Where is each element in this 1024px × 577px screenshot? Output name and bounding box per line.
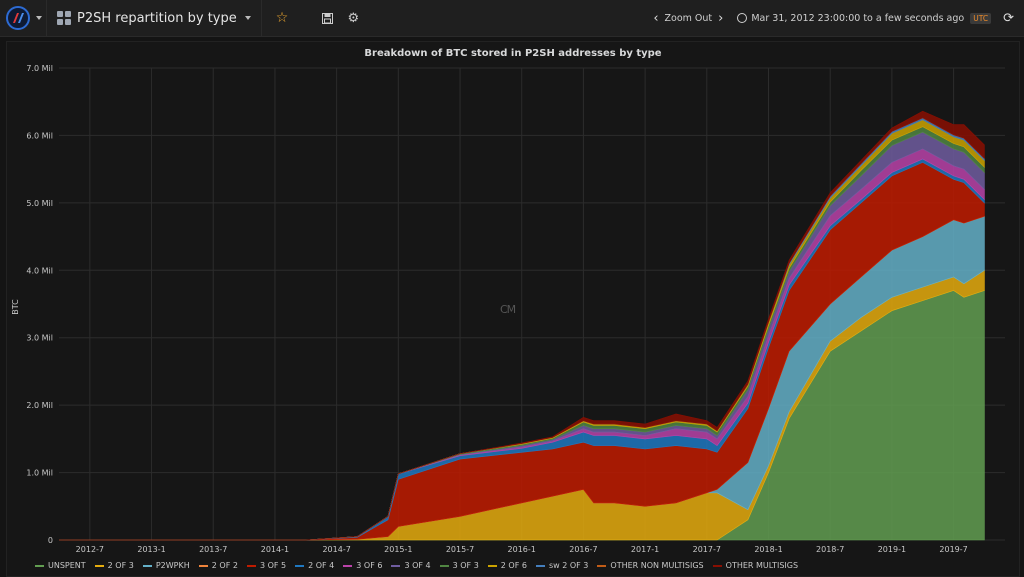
y-tick-label: 1.0 Mil <box>26 469 53 478</box>
legend-swatch <box>391 564 401 567</box>
legend-label: 3 OF 4 <box>404 561 431 570</box>
x-tick-label: 2014-7 <box>322 545 350 554</box>
chart-legend: UNSPENT 2 OF 3 P2WPKH 2 OF 2 3 OF 5 2 OF 4 3 O… <box>35 561 807 570</box>
x-tick-label: 2015-7 <box>446 545 474 554</box>
legend-label: 3 OF 6 <box>356 561 383 570</box>
legend-swatch <box>439 564 449 567</box>
panel-title[interactable]: Breakdown of BTC stored in P2SH addresse… <box>364 48 662 59</box>
y-tick-label: 6.0 Mil <box>26 131 53 140</box>
legend-swatch <box>35 564 44 567</box>
x-tick-label: 2016-7 <box>569 545 597 554</box>
y-tick-label: 7.0 Mil <box>26 64 53 73</box>
zoom-out-button[interactable]: Zoom Out <box>664 12 713 24</box>
y-tick-label: 0 <box>48 536 53 545</box>
dashboard-picker[interactable]: P2SH repartition by type <box>47 0 262 36</box>
y-tick-label: 5.0 Mil <box>26 199 53 208</box>
legend-item-p2wpkh[interactable]: P2WPKH <box>142 561 190 570</box>
legend-item-2-of-3[interactable]: 2 OF 3 <box>94 561 134 570</box>
legend-swatch <box>343 564 353 567</box>
chevron-right-icon[interactable]: › <box>718 10 724 26</box>
watermark: CM <box>500 303 516 316</box>
chart-panel: Breakdown of BTC stored in P2SH addresse… <box>6 41 1020 577</box>
legend-swatch <box>198 564 208 567</box>
legend-swatch <box>597 564 607 567</box>
legend-label: sw 2 OF 3 <box>548 561 589 570</box>
legend-swatch <box>487 564 497 567</box>
legend-item-unspent[interactable]: UNSPENT <box>35 561 86 570</box>
legend-label: OTHER MULTISIGS <box>725 561 799 570</box>
legend-label: P2WPKH <box>155 561 190 570</box>
legend-label: 2 OF 2 <box>211 561 238 570</box>
legend-label: 2 OF 6 <box>500 561 527 570</box>
app-menu-button[interactable] <box>0 0 47 36</box>
x-tick-label: 2013-7 <box>199 545 227 554</box>
chart-areas <box>59 110 985 541</box>
time-range-picker[interactable]: Mar 31, 2012 23:00:00 to a few seconds a… <box>737 12 992 24</box>
legend-item-3-of-6[interactable]: 3 OF 6 <box>343 561 382 570</box>
x-tick-label: 2016-1 <box>508 545 536 554</box>
x-tick-label: 2019-7 <box>939 545 967 554</box>
legend-swatch <box>142 564 152 567</box>
chevron-left-icon[interactable]: ‹ <box>653 10 659 26</box>
utc-badge: UTC <box>970 12 992 24</box>
y-tick-label: 4.0 Mil <box>26 266 53 275</box>
save-icon[interactable] <box>316 7 338 29</box>
caret-down-icon <box>36 16 42 20</box>
settings-gear-icon[interactable]: ⚙ <box>347 10 360 26</box>
legend-label: 2 OF 3 <box>107 561 134 570</box>
legend-label: OTHER NON MULTISIGS <box>610 561 704 570</box>
legend-label: 3 OF 5 <box>259 561 287 570</box>
y-axis-label: BTC <box>11 299 20 315</box>
y-tick-label: 3.0 Mil <box>26 334 53 343</box>
legend-item-2-of-6[interactable]: 2 OF 6 <box>487 561 527 570</box>
legend-item-2-of-4[interactable]: 2 OF 4 <box>295 561 334 570</box>
legend-label: 3 OF 3 <box>452 561 479 570</box>
legend-swatch <box>535 564 545 567</box>
x-tick-label: 2019-1 <box>878 545 906 554</box>
legend-item-3-of-5[interactable]: 3 OF 5 <box>246 561 287 570</box>
x-tick-label: 2014-1 <box>261 545 289 554</box>
dashboard-title: P2SH repartition by type <box>77 10 237 26</box>
x-tick-label: 2018-1 <box>754 545 782 554</box>
x-tick-label: 2015-1 <box>384 545 412 554</box>
legend-swatch <box>295 564 305 567</box>
legend-swatch <box>712 564 722 567</box>
x-tick-label: 2012-7 <box>76 545 104 554</box>
x-tick-label: 2017-7 <box>693 545 721 554</box>
top-navbar: P2SH repartition by type ☆ ⚙ ‹ Zoom Out … <box>0 0 1024 37</box>
y-tick-label: 2.0 Mil <box>26 401 53 410</box>
x-tick-label: 2013-1 <box>137 545 165 554</box>
legend-item-3-of-3[interactable]: 3 OF 3 <box>439 561 479 570</box>
clock-icon <box>737 13 748 23</box>
x-tick-label: 2017-1 <box>631 545 659 554</box>
legend-item-sw-2-of-3[interactable]: sw 2 OF 3 <box>535 561 589 570</box>
star-icon[interactable]: ☆ <box>275 10 289 26</box>
legend-item-2-of-2[interactable]: 2 OF 2 <box>198 561 238 570</box>
legend-item-3-of-4[interactable]: 3 OF 4 <box>391 561 431 570</box>
refresh-icon[interactable]: ⟳ <box>1003 10 1014 26</box>
legend-item-other-non-multisigs[interactable]: OTHER NON MULTISIGS <box>597 561 704 570</box>
app-logo-icon <box>6 6 30 30</box>
legend-label: 2 OF 4 <box>308 561 335 570</box>
dashboard-grid-icon <box>57 11 71 25</box>
stacked-area-chart: 0 1.0 Mil 2.0 Mil 3.0 Mil 4.0 Mil 5.0 Mil 6.0 … <box>11 64 1005 554</box>
legend-label: UNSPENT <box>48 561 86 570</box>
x-axis-ticks: 2012-7 2013-1 2013-7 2014-1 2014-7 2015-1 2015… <box>76 545 968 554</box>
time-range-text: Mar 31, 2012 23:00:00 to a few seconds a… <box>751 12 965 24</box>
x-tick-label: 2018-7 <box>816 545 844 554</box>
legend-swatch <box>94 564 104 567</box>
legend-swatch <box>246 564 256 567</box>
area-series-other-multisigs[interactable] <box>59 110 985 541</box>
time-controls: ‹ Zoom Out › Mar 31, 2012 23:00:00 to a … <box>647 0 1024 36</box>
y-axis-ticks: 0 1.0 Mil 2.0 Mil 3.0 Mil 4.0 Mil 5.0 Mil 6.0 … <box>26 64 53 545</box>
legend-item-other-multisigs[interactable]: OTHER MULTISIGS <box>712 561 799 570</box>
caret-down-icon <box>244 16 251 20</box>
